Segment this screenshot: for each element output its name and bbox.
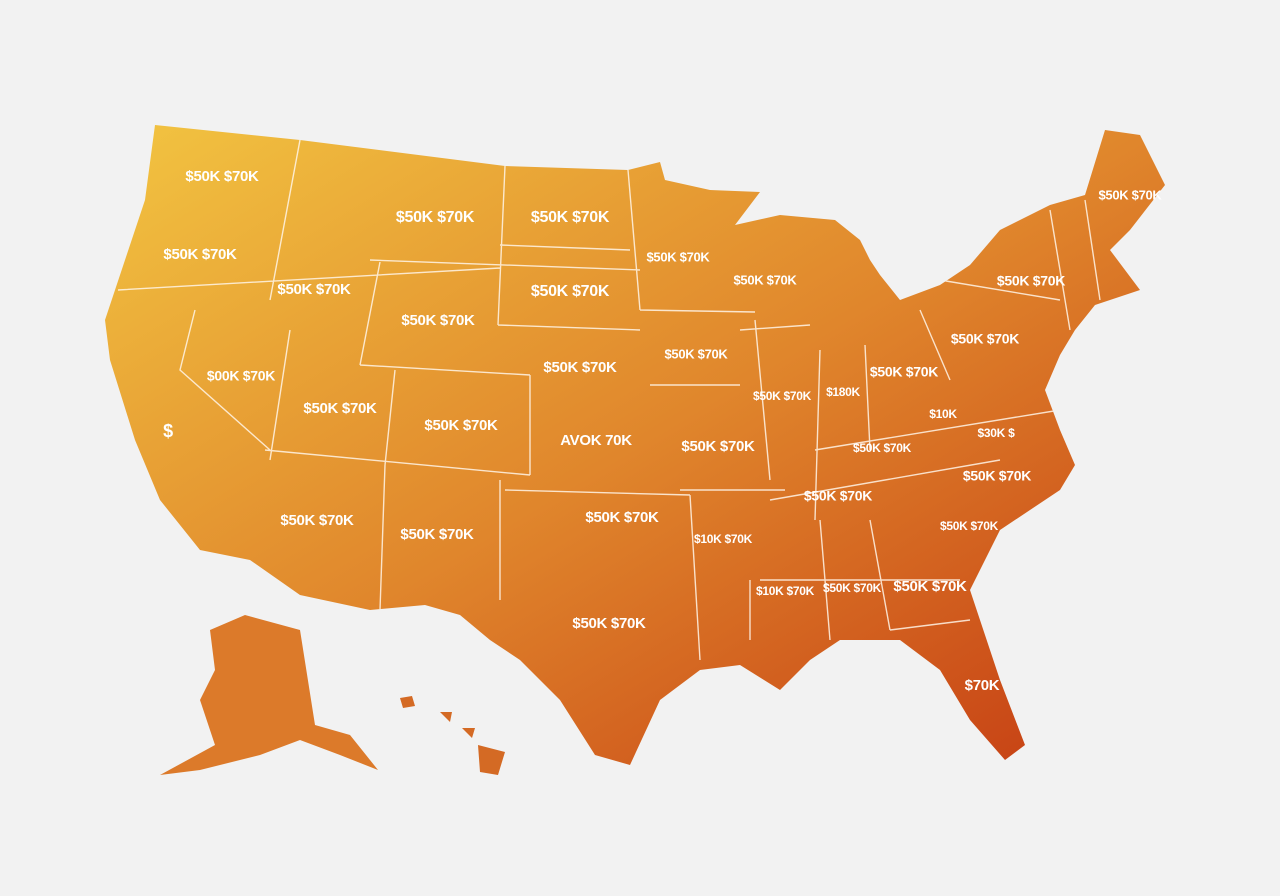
state-label: $10K $70K	[756, 584, 815, 598]
state-label: $50K $70K	[424, 417, 498, 434]
state-label: $50K $70K	[531, 283, 610, 300]
state-label: $50K $70K	[870, 364, 938, 380]
state-label: $10K $70K	[694, 532, 753, 546]
state-label: $50K $70K	[543, 359, 617, 376]
state-label: $50K $70K	[185, 168, 259, 185]
state-label: $50K $70K	[951, 331, 1019, 347]
state-label: $00K $70K	[207, 368, 275, 384]
state-label: $50K $70K	[823, 581, 882, 595]
state-label: $30K $	[978, 426, 1016, 440]
state-label: $50K $70K	[733, 272, 797, 287]
state-label: $50K $70K	[531, 209, 610, 226]
state-label: $50K $70K	[804, 488, 872, 504]
state-label: $50K $70K	[893, 578, 967, 595]
state-label: $50K $70K	[753, 389, 812, 403]
state-label: $50K $70K	[303, 400, 377, 417]
state-label: $70K	[965, 677, 1000, 694]
state-label: $50K $70K	[853, 441, 912, 455]
state-label: $50K $70K	[940, 519, 999, 533]
state-label: AVOK 70K	[560, 432, 632, 449]
state-labels: $50K $70K $50K $70K $50K $70K $50K $70K $50K…	[163, 168, 1163, 694]
state-label: $50K $70K	[664, 346, 728, 361]
state-label: $50K $70K	[277, 281, 351, 298]
state-label: $50K $70K	[963, 468, 1031, 484]
state-label: $50K $70K	[400, 526, 474, 543]
state-label: $50K $70K	[396, 209, 475, 226]
state-label: $50K $70K	[163, 246, 237, 263]
state-label: $50K $70K	[1098, 187, 1162, 202]
contiguous-us	[105, 125, 1165, 765]
state-label: $50K $70K	[401, 312, 475, 329]
hawaii	[400, 696, 505, 775]
state-label: $10K	[929, 407, 957, 421]
state-label: $50K $70K	[572, 615, 646, 632]
state-label: $	[163, 421, 173, 441]
state-label: $50K $70K	[646, 249, 710, 264]
state-label: $50K $70K	[585, 509, 659, 526]
alaska	[160, 615, 378, 775]
state-label: $50K $70K	[997, 273, 1065, 289]
state-label: $50K $70K	[280, 512, 354, 529]
state-borders	[117, 139, 1101, 661]
state-label: $50K $70K	[681, 438, 755, 455]
state-label: $180K	[826, 385, 860, 399]
